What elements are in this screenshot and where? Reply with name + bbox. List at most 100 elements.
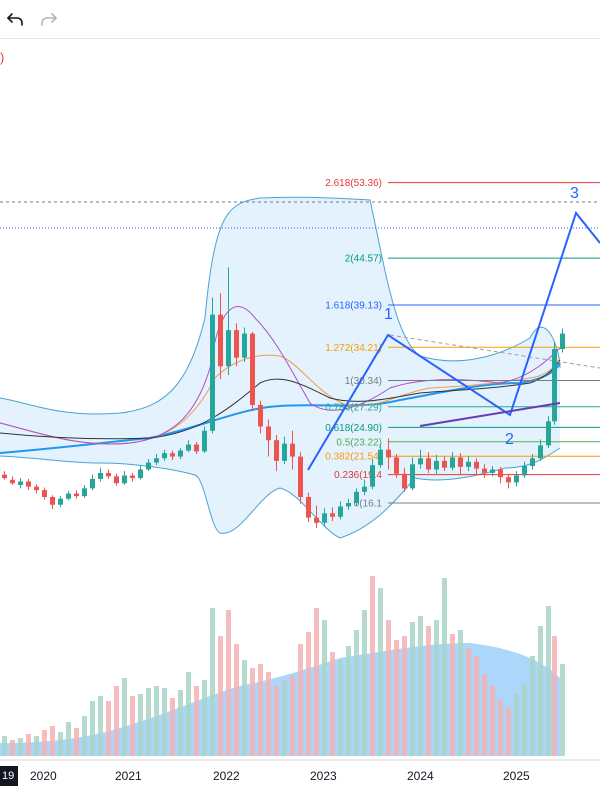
candle-body [226, 330, 231, 367]
candle-body [306, 496, 311, 518]
candle-body [466, 461, 471, 467]
candle-body [130, 475, 135, 479]
toolbar [0, 0, 600, 39]
candle-body [394, 457, 399, 474]
volume-bar [482, 674, 487, 756]
candle-body [346, 503, 351, 507]
volume-bar [218, 636, 223, 756]
candle-body [266, 426, 271, 441]
undo-button[interactable] [2, 6, 28, 32]
candle-body [402, 473, 407, 489]
candle-body [330, 513, 335, 517]
fib-level-label: 1(30.34) [345, 376, 382, 387]
candle-body [552, 349, 557, 422]
fib-level-label: 0(16.1 [354, 499, 383, 510]
candle-body [298, 456, 303, 497]
volume-bar [514, 694, 519, 756]
price-chart[interactable]: ) 2.618(53.36) 2(44.57) 1.618(39.13) 1.272(… [0, 38, 600, 800]
volume-bar [450, 634, 455, 756]
x-tick-2021: 2021 [115, 769, 142, 783]
candlesticks [2, 267, 565, 528]
wave-label-2: 2 [505, 431, 514, 448]
candle-body [122, 475, 127, 484]
fibonacci-extension[interactable]: 2.618(53.36) 2(44.57) 1.618(39.13) 1.272(34… [325, 178, 600, 510]
volume-bar [506, 708, 511, 756]
volume-bar [378, 588, 383, 756]
candle-body [378, 449, 383, 466]
trend-line-dashed [389, 334, 600, 369]
candle-body [186, 444, 191, 451]
candle-body [202, 430, 207, 452]
volume-bar [418, 616, 423, 756]
volume-bar [250, 668, 255, 756]
bollinger-upper [0, 196, 561, 415]
volume-bar [266, 672, 271, 756]
candle-body [114, 476, 119, 484]
candle-body [194, 444, 199, 452]
x-tick-2020: 2020 [30, 769, 57, 783]
volume-bar [442, 578, 447, 756]
current-year-tag: 19 [0, 766, 19, 786]
candle-body [106, 472, 111, 477]
candle-body [170, 453, 175, 457]
candle-body [370, 465, 375, 487]
candle-body [538, 445, 543, 459]
candle-body [426, 458, 431, 470]
candle-body [418, 458, 423, 465]
volume-bar [234, 644, 239, 756]
volume-bar [498, 700, 503, 756]
candle-body [498, 469, 503, 478]
candle-body [250, 333, 255, 405]
fib-level-label: 0.236(19.4 [334, 470, 382, 481]
candle-body [10, 479, 15, 484]
candle-body [178, 450, 183, 457]
candle-body [546, 421, 551, 446]
candle-body [154, 458, 159, 463]
volume-bar [42, 730, 47, 756]
volume-bar [490, 686, 495, 756]
candle-body [210, 314, 215, 431]
candle-body [522, 466, 527, 476]
volume-bar [522, 684, 527, 756]
volume-bar [426, 626, 431, 756]
candle-body [290, 443, 295, 457]
volume-bar [162, 688, 167, 756]
volume-bar [226, 610, 231, 756]
volume-bar [194, 686, 199, 756]
volume-bar [114, 686, 119, 756]
volume-bar [434, 620, 439, 756]
fib-level-label: 1.272(34.21) [325, 343, 382, 354]
volume-bar [146, 688, 151, 756]
volume-bar [466, 648, 471, 756]
fib-level-label: 2.618(53.36) [325, 178, 382, 189]
candle-body [474, 461, 479, 469]
volume-bar [178, 690, 183, 756]
moving-average-slow [0, 362, 561, 454]
volume-bar [2, 736, 7, 756]
volume-bar [50, 726, 55, 756]
fib-level-label: 0.786(27.29) [325, 402, 382, 413]
candle-body [138, 469, 143, 479]
volume-bar [560, 664, 565, 756]
undo-arrow-icon [7, 13, 23, 26]
candle-body [258, 404, 263, 427]
volume-bar [322, 620, 327, 756]
candle-body [90, 478, 95, 489]
candle-body [218, 314, 223, 367]
candle-body [274, 440, 279, 461]
volume-bar [130, 696, 135, 756]
candle-body [442, 460, 447, 468]
candle-body [506, 477, 511, 483]
elliott-wave-path[interactable] [307, 210, 600, 471]
volume-bar [474, 656, 479, 756]
wave-support-line[interactable] [419, 402, 561, 427]
volume-bar [394, 640, 399, 756]
redo-button[interactable] [36, 6, 62, 32]
volume-bar [98, 696, 103, 756]
candle-body [282, 443, 287, 461]
fib-level-label: 1.618(39.13) [325, 300, 382, 311]
x-tick-2023: 2023 [310, 769, 337, 783]
candle-body [450, 457, 455, 468]
candle-body [386, 449, 391, 458]
candle-body [362, 486, 367, 492]
